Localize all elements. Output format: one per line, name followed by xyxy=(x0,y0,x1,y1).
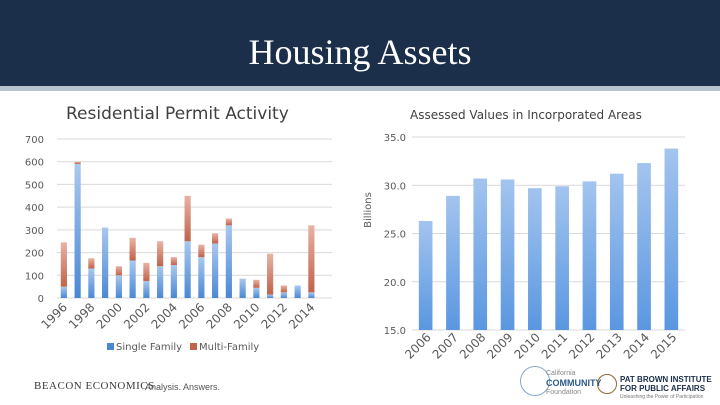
assessed-y-tick: 25.0 xyxy=(384,230,406,241)
single-family-bar xyxy=(225,225,232,298)
single-family-bar xyxy=(60,286,67,298)
permit-y-tick: 600 xyxy=(25,158,44,169)
single-family-bar xyxy=(170,265,177,298)
assessed-x-tick: 2010 xyxy=(511,330,542,361)
single-family-bar xyxy=(102,227,109,298)
multi-family-bar xyxy=(115,266,122,276)
assessed-x-tick: 2008 xyxy=(457,330,488,361)
single-family-bar xyxy=(267,294,274,298)
permit-y-tick: 700 xyxy=(25,135,44,146)
permit-y-tick: 500 xyxy=(25,180,44,191)
assessed-y-axis-label: Billions xyxy=(363,192,374,228)
assessed-value-bar xyxy=(609,173,624,330)
assessed-x-tick: 2013 xyxy=(593,330,624,361)
permit-y-tick: 300 xyxy=(25,226,44,237)
single-family-bar xyxy=(88,268,95,298)
slide-title: Housing Assets xyxy=(248,32,472,72)
pat-brown-line3: Unleashing the Power of Participation xyxy=(620,394,704,400)
single-family-bar xyxy=(308,292,315,298)
multi-family-bar xyxy=(74,161,81,164)
assessed-value-bar xyxy=(582,181,597,330)
assessed-x-tick: 2007 xyxy=(430,330,461,361)
beacon-tagline: Analysis. Answers. xyxy=(145,382,221,392)
community-logo-line2: COMMUNITY xyxy=(546,378,602,388)
multi-family-bar xyxy=(212,233,219,244)
assessed-value-bar xyxy=(446,195,460,330)
single-family-bar xyxy=(74,163,81,298)
single-family-bar xyxy=(239,278,246,298)
single-family-bar xyxy=(115,275,122,298)
single-family-bar xyxy=(294,285,301,298)
pat-brown-logo-icon xyxy=(597,374,617,394)
permit-y-tick: 200 xyxy=(25,249,44,260)
pat-brown-line1: PAT BROWN INSTITUTE xyxy=(620,375,712,384)
assessed-x-tick: 2009 xyxy=(484,330,515,361)
assessed-x-tick: 2012 xyxy=(566,330,597,361)
assessed-value-bar xyxy=(664,148,679,330)
multi-family-bar xyxy=(198,244,205,258)
permit-y-tick: 400 xyxy=(25,203,44,214)
assessed-y-tick: 15.0 xyxy=(384,326,406,337)
assessed-y-tick: 20.0 xyxy=(384,278,406,289)
assessed-value-bar xyxy=(637,163,651,330)
multi-family-bar xyxy=(184,195,191,242)
beacon-economics-logo: BEACON ECONOMICS xyxy=(34,380,155,392)
assessed-y-tick: 30.0 xyxy=(384,181,406,192)
legend-swatch-single-family xyxy=(107,343,114,350)
legend-swatch-multi-family xyxy=(190,343,197,350)
multi-family-bar xyxy=(60,242,67,287)
community-foundation-logo-icon xyxy=(520,366,550,396)
single-family-bar xyxy=(184,241,191,298)
assessed-x-tick: 2015 xyxy=(648,330,679,361)
multi-family-bar xyxy=(308,225,315,293)
single-family-bar xyxy=(143,280,150,298)
assessed-value-bar xyxy=(418,220,433,330)
permit-y-tick: 0 xyxy=(38,294,44,305)
multi-family-bar xyxy=(129,237,136,261)
assessed-value-bar xyxy=(500,179,515,330)
permit-chart-title: Residential Permit Activity xyxy=(66,104,289,124)
pat-brown-line2: FOR PUBLIC AFFAIRS xyxy=(620,384,706,393)
community-logo-line1: California xyxy=(546,370,576,377)
multi-family-bar xyxy=(170,257,177,266)
single-family-bar xyxy=(212,243,219,298)
multi-family-bar xyxy=(88,258,95,269)
legend-label-multi-family: Multi-Family xyxy=(199,342,259,353)
multi-family-bar xyxy=(225,218,232,226)
assessed-value-bar xyxy=(555,186,569,330)
single-family-bar xyxy=(129,260,136,298)
title-banner xyxy=(0,0,720,86)
assessed-value-bar xyxy=(473,178,488,330)
single-family-bar xyxy=(157,266,164,298)
multi-family-bar xyxy=(267,253,274,295)
single-family-bar xyxy=(198,257,205,298)
banner-divider xyxy=(0,86,720,91)
assessed-x-tick: 2011 xyxy=(539,330,570,361)
assessed-chart-title: Assessed Values in Incorporated Areas xyxy=(410,108,642,122)
community-logo-line3: Foundation xyxy=(546,389,582,396)
multi-family-bar xyxy=(280,285,287,293)
assessed-value-bar xyxy=(528,188,542,330)
single-family-bar xyxy=(253,287,260,298)
assessed-x-tick: 2014 xyxy=(621,330,652,361)
permit-y-tick: 100 xyxy=(25,271,44,282)
multi-family-bar xyxy=(253,279,260,288)
assessed-y-tick: 35.0 xyxy=(384,133,406,144)
single-family-bar xyxy=(280,292,287,298)
legend-label-single-family: Single Family xyxy=(116,342,182,353)
multi-family-bar xyxy=(143,262,150,281)
multi-family-bar xyxy=(157,241,164,267)
assessed-x-tick: 2006 xyxy=(402,330,433,361)
